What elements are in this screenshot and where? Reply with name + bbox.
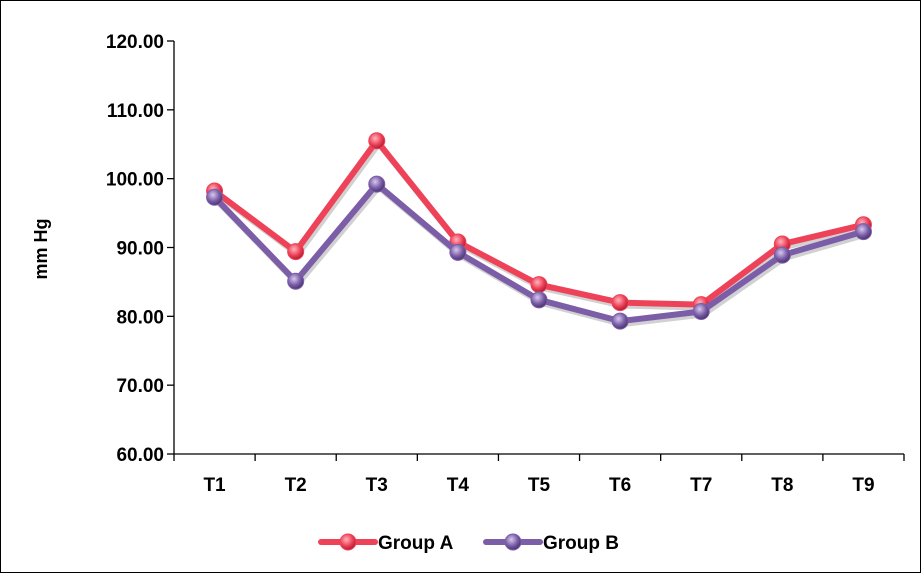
y-tick-label: 100.00 — [106, 170, 164, 191]
data-point — [368, 132, 386, 150]
series-group-b — [206, 175, 872, 330]
data-point — [206, 188, 224, 206]
legend-item: Group A — [318, 533, 454, 554]
x-tick-label: T6 — [609, 475, 631, 496]
data-point — [287, 272, 305, 290]
data-point — [530, 276, 548, 294]
data-point — [854, 223, 872, 241]
y-tick-label: 110.00 — [107, 101, 164, 122]
legend-swatch-marker — [504, 533, 522, 551]
y-tick-label: 120.00 — [106, 32, 164, 53]
data-point — [692, 303, 710, 321]
legend-label: Group A — [378, 533, 454, 554]
data-point — [773, 246, 791, 264]
x-tick-label: T7 — [690, 475, 712, 496]
x-tick-label: T1 — [203, 475, 226, 496]
x-tick-label: T4 — [447, 475, 470, 496]
data-point — [368, 175, 386, 193]
series-layer — [206, 132, 872, 330]
y-tick-label: 70.00 — [116, 376, 164, 397]
x-tick-label: T9 — [852, 475, 874, 496]
y-tick-label: 60.00 — [116, 445, 164, 466]
legend-item: Group B — [483, 533, 619, 554]
series-group-a — [206, 132, 872, 314]
legend: Group A Group B — [318, 533, 619, 554]
y-tick-label: 80.00 — [116, 307, 164, 328]
axes: 60.00 70.00 80.00 90.00 100.00 110.00 120.00 T1… — [106, 32, 905, 496]
x-tick-label: T2 — [285, 475, 307, 496]
data-point — [287, 243, 305, 261]
y-tick-label: 90.00 — [116, 239, 164, 260]
data-point — [449, 243, 467, 261]
data-point — [611, 294, 629, 312]
x-tick-label: T8 — [771, 475, 793, 496]
y-axis-title: mm Hg — [31, 218, 51, 279]
data-point — [611, 312, 629, 330]
legend-label: Group B — [543, 533, 619, 554]
legend-swatch-marker — [339, 533, 357, 551]
x-tick-label: T3 — [366, 475, 388, 496]
x-tick-label: T5 — [528, 475, 551, 496]
data-point — [530, 291, 548, 309]
